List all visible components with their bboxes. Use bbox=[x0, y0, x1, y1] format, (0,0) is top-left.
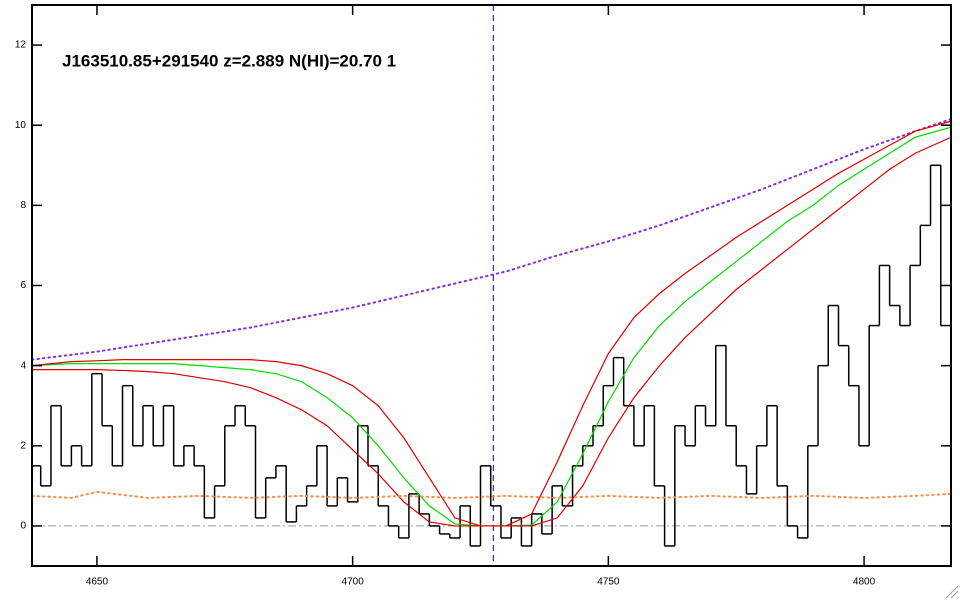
y-tick-label: 4 bbox=[20, 360, 26, 371]
model-curve bbox=[32, 136, 951, 527]
y-tick-label: 8 bbox=[20, 200, 26, 211]
y-tick-label: 12 bbox=[15, 40, 27, 51]
x-tick-label: 4650 bbox=[86, 577, 109, 588]
plot-area bbox=[32, 5, 951, 566]
y-tick-label: 0 bbox=[20, 521, 26, 532]
dotted-curve bbox=[32, 490, 951, 499]
y-tick-label: 2 bbox=[20, 440, 26, 451]
resize-grip bbox=[945, 585, 959, 599]
x-tick-label: 4750 bbox=[597, 577, 620, 588]
x-tick-label: 4700 bbox=[342, 577, 365, 588]
y-tick-label: 6 bbox=[20, 280, 26, 291]
chart-title: J163510.85+291540 z=2.889 N(HI)=20.70 1 bbox=[62, 51, 396, 70]
x-tick-label: 4800 bbox=[853, 577, 876, 588]
y-tick-label: 10 bbox=[15, 120, 27, 131]
